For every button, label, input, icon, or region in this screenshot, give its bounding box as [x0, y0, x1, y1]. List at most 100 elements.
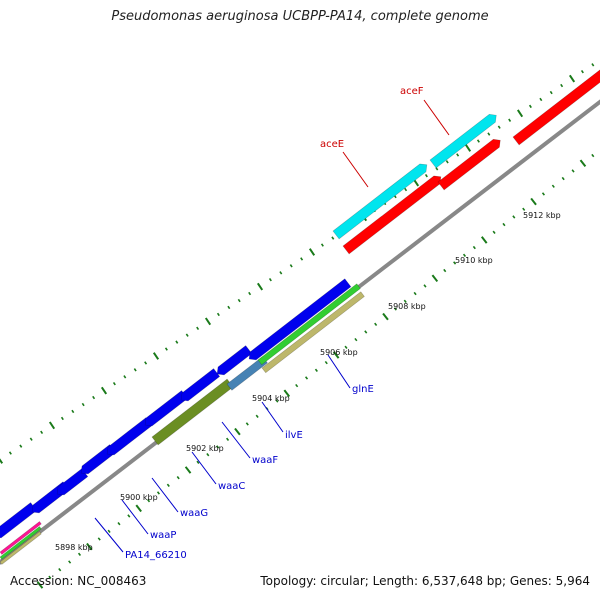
- feature-layer: [0, 69, 600, 565]
- inner-tick-mark: [472, 245, 476, 250]
- forward-gene-bar: [512, 69, 600, 146]
- outer-tick-mark: [71, 409, 75, 414]
- inner-tick-mark: [561, 176, 565, 181]
- map-title: Pseudomonas aeruginosa UCBPP-PA14, compl…: [111, 9, 489, 24]
- inner-tick-mark: [332, 351, 340, 359]
- outer-tick-mark: [508, 118, 512, 122]
- outer-tick-ring: [0, 63, 595, 464]
- outer-tick-mark: [48, 421, 56, 430]
- label-layer: 5898 kbp 5900 kbp 5902 kbp 5904 kbp 5906 kbp…: [55, 86, 561, 561]
- inner-tick-mark: [551, 184, 555, 188]
- inner-tick-mark: [314, 368, 318, 372]
- outer-tick-mark: [19, 444, 23, 448]
- inner-tick-mark: [530, 197, 537, 206]
- inner-tick-mark: [571, 169, 575, 173]
- inner-tick-mark: [512, 215, 516, 219]
- reverse-gene-bar: [248, 278, 352, 361]
- outer-tick-mark: [216, 312, 220, 317]
- outer-tick-mark: [92, 395, 96, 400]
- inner-tick-mark: [304, 376, 309, 380]
- outer-tick-mark: [300, 257, 304, 261]
- gene-label-glnE: glnE: [352, 384, 374, 395]
- outer-tick-mark: [196, 326, 200, 330]
- gene-leader-line: [94, 517, 124, 553]
- gene-leader-line: [342, 151, 369, 188]
- outer-tick-mark: [8, 451, 12, 455]
- outer-tick-mark: [435, 167, 439, 171]
- gene-label-ilvE: ilvE: [285, 430, 303, 441]
- inner-tick-mark: [127, 514, 131, 518]
- inner-tick-mark: [156, 491, 161, 495]
- inner-tick-mark: [541, 192, 546, 196]
- outer-tick-mark: [456, 153, 460, 157]
- outer-tick-mark: [175, 340, 179, 344]
- outer-tick-mark: [580, 70, 584, 74]
- inner-tick-mark: [206, 452, 210, 457]
- outer-tick-mark: [424, 174, 428, 178]
- outer-tick-mark: [539, 97, 543, 102]
- outer-tick-mark: [560, 83, 564, 88]
- inner-tick-mark: [196, 460, 200, 464]
- scale-label: 5912 kbp: [523, 211, 561, 220]
- inner-tick-mark: [591, 153, 595, 158]
- inner-tick-mark: [275, 399, 279, 403]
- outer-tick-mark: [289, 264, 293, 268]
- inner-tick-mark: [403, 299, 407, 303]
- gene-leader-line: [191, 451, 217, 485]
- outer-tick-mark: [29, 437, 33, 441]
- outer-tick-mark: [591, 63, 595, 67]
- reverse-gene-bar: [226, 356, 268, 391]
- inner-tick-mark: [393, 307, 397, 311]
- inner-tick-mark: [216, 445, 220, 449]
- outer-tick-mark: [464, 144, 472, 152]
- outer-tick-mark: [248, 291, 252, 296]
- inner-tick-mark: [423, 284, 427, 288]
- inner-tick-mark: [176, 475, 180, 480]
- inner-tick-mark: [97, 537, 101, 541]
- inner-tick-mark: [374, 322, 378, 326]
- reverse-gene-bar: [216, 345, 253, 376]
- reverse-gene-bar: [180, 368, 221, 402]
- reverse-gene-bar: [0, 526, 42, 560]
- inner-tick-mark: [382, 312, 389, 321]
- outer-tick-mark: [331, 236, 335, 240]
- inner-tick-mark: [77, 552, 82, 557]
- inner-tick-mark: [226, 437, 230, 441]
- outer-tick-mark: [487, 132, 491, 136]
- inner-tick-mark: [234, 427, 241, 436]
- inner-tick-mark: [283, 389, 291, 398]
- gene-label-waaF: waaF: [252, 455, 278, 466]
- outer-tick-mark: [268, 278, 272, 282]
- outer-tick-mark: [164, 347, 168, 351]
- inner-tick-mark: [166, 483, 170, 487]
- inner-tick-mark: [462, 253, 467, 257]
- outer-tick-mark: [185, 333, 189, 337]
- outer-tick-mark: [112, 382, 116, 386]
- gene-leader-line: [261, 401, 284, 433]
- outer-tick-mark: [152, 352, 160, 360]
- scale-label: 5904 kbp: [252, 394, 290, 403]
- outer-tick-mark: [40, 430, 44, 434]
- outer-tick-mark: [320, 243, 324, 247]
- inner-tick-mark: [255, 414, 259, 418]
- outer-tick-mark: [256, 282, 264, 291]
- gene-leader-line: [121, 499, 149, 535]
- inner-tick-mark: [184, 466, 192, 474]
- inner-tick-mark: [245, 422, 249, 426]
- gene-label-aceF: aceF: [400, 86, 424, 97]
- inner-tick-mark: [443, 268, 447, 273]
- gene-label-waaC: waaC: [218, 481, 245, 492]
- reverse-gene-bar: [257, 283, 361, 366]
- outer-tick-mark: [476, 139, 480, 143]
- scale-label: 5902 kbp: [186, 444, 224, 453]
- outer-tick-mark: [528, 104, 532, 109]
- outer-tick-mark: [404, 187, 408, 192]
- inner-tick-mark: [58, 567, 62, 572]
- accession-text: Accession: NC_008463: [10, 574, 147, 588]
- gene-leader-line: [221, 421, 251, 459]
- inner-tick-mark: [324, 360, 328, 365]
- inner-tick-mark: [36, 581, 44, 589]
- inner-tick-mark: [344, 345, 348, 349]
- outer-tick-mark: [549, 90, 553, 95]
